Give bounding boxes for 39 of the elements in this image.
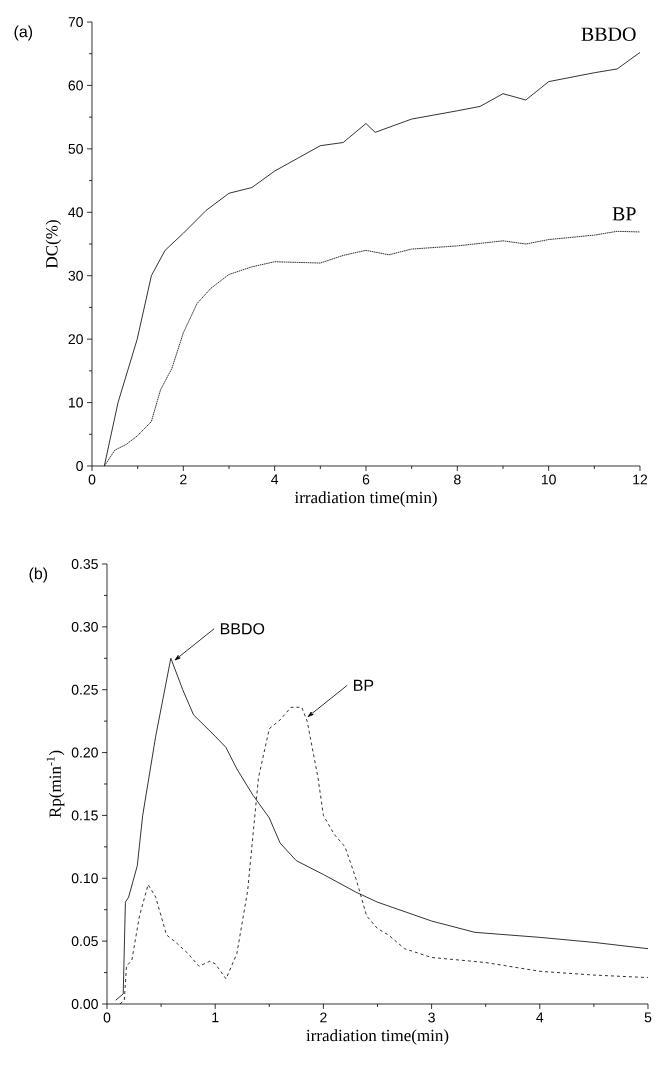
y-tick-label: 0.05: [71, 936, 98, 947]
x-tick-label: 3: [428, 1012, 435, 1023]
series-label: BBDO: [581, 27, 636, 41]
text: (a): [14, 25, 32, 41]
x-tick-label: 5: [644, 1012, 652, 1023]
y-tick-label: 0.35: [71, 559, 98, 569]
y-tick-label: 0: [76, 461, 83, 471]
series-label: BP: [612, 207, 636, 221]
x-tick-label: 8: [453, 474, 461, 485]
annotation: BP: [353, 679, 374, 691]
x-tick-label: 12: [633, 474, 647, 485]
y-tick-label: 0.15: [71, 810, 98, 821]
y-tick-label: 60: [68, 80, 83, 91]
x-axis-title: irradiation time(min): [306, 1029, 449, 1045]
y-tick-label: 10: [68, 397, 83, 408]
x-tick-label: 6: [362, 474, 370, 485]
y-axis-title: Rp(min$^{-1}$): [46, 750, 65, 818]
x-tick-label: 2: [180, 474, 187, 485]
y-tick-label: 0.20: [71, 747, 98, 758]
y-tick-label: 40: [68, 207, 83, 218]
y-tick-label: 20: [68, 334, 83, 345]
y-tick-label: 50: [68, 143, 83, 154]
y-tick-label: 0.25: [71, 684, 98, 695]
y-tick-label: 30: [68, 270, 83, 281]
x-axis-title: irradiation time(min): [294, 491, 437, 507]
x-tick-label: 4: [270, 474, 279, 485]
x-tick-label: 10: [541, 474, 556, 485]
x-tick-label: 4: [536, 1012, 544, 1023]
y-tick-label: 0.00: [71, 999, 98, 1009]
y-axis-title: DC(%): [45, 220, 61, 269]
y-tick-label: 70: [68, 17, 83, 27]
y-tick-label: 0.30: [71, 621, 98, 632]
y-tick-label: 0.10: [71, 873, 98, 884]
text: (b): [29, 567, 47, 583]
line-series: [115, 657, 649, 1001]
x-tick-label: 2: [320, 1012, 327, 1023]
x-tick-label: 0: [103, 1012, 111, 1023]
x-tick-label: 1: [212, 1012, 219, 1023]
annotation: BBDO: [220, 623, 265, 635]
